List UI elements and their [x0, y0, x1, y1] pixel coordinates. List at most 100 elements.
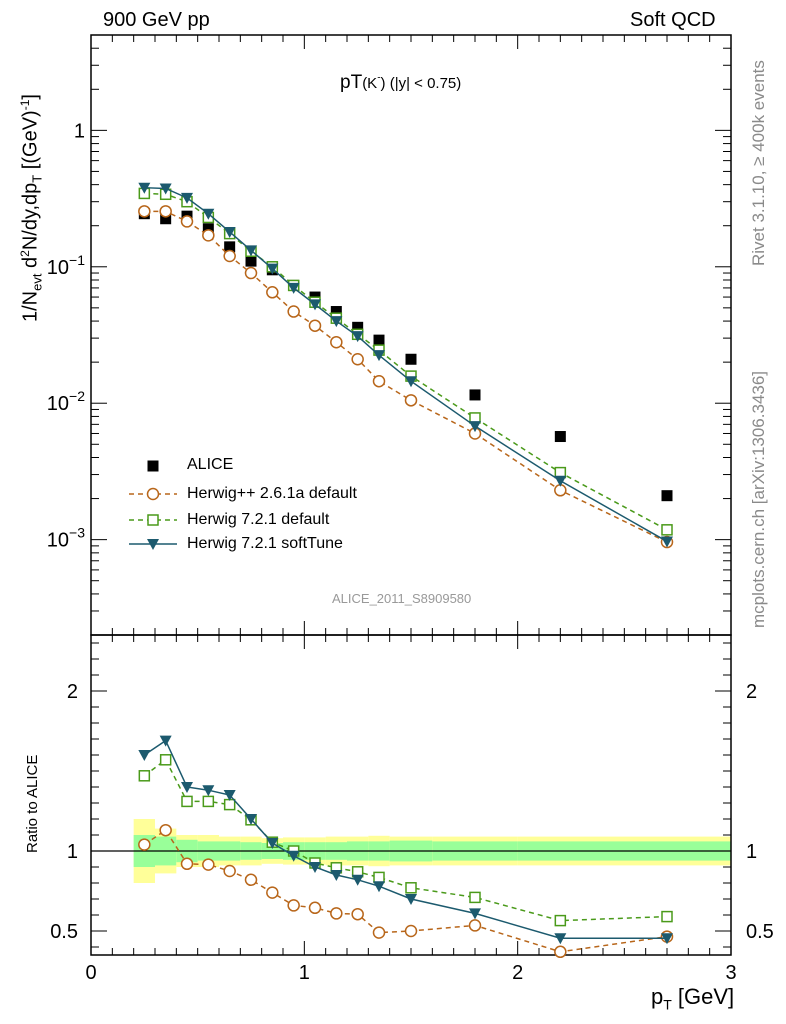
main-point-alice: [330, 306, 342, 318]
main-y-tick-label: 1: [74, 120, 85, 142]
ratio-point-h721: [223, 798, 236, 811]
main-point-h26: [202, 229, 215, 242]
ratio-point-h721soft: [469, 908, 481, 920]
main-point-alice: [160, 213, 172, 225]
ratio-point-h721soft: [138, 750, 151, 761]
ratio-y-tick-label-right: 2: [746, 681, 757, 703]
main-point-alice: [469, 389, 481, 401]
ratio-y-tick-label-left: 2: [67, 681, 78, 703]
main-point-h721soft: [266, 263, 279, 275]
main-y-tick-label: 10−2: [47, 388, 85, 415]
legend-h721-marker: [147, 514, 159, 526]
ratio-point-h26: [223, 864, 236, 878]
main-point-h721soft: [223, 226, 236, 238]
ratio-point-h721: [159, 754, 172, 766]
plot-title: pT(K-) (|y| < 0.75): [340, 72, 461, 94]
main-point-alice: [405, 353, 417, 365]
legend-h26-marker: [146, 487, 160, 501]
x-tick-label: 0: [85, 962, 96, 984]
main-point-h26: [159, 205, 172, 218]
main-point-h721soft: [159, 183, 172, 195]
ratio-point-h721soft: [266, 838, 279, 849]
x-axis-label-unit: [GeV]: [671, 984, 735, 1009]
main-point-h26: [330, 335, 343, 349]
mcplots-label: mcplots.cern.ch [arXiv:1306.3436]: [749, 370, 768, 628]
main-point-alice: [661, 490, 673, 502]
x-tick-label: 2: [512, 962, 523, 984]
main-point-h721soft: [554, 475, 567, 487]
main-point-h26: [287, 305, 300, 318]
ratio-point-h26: [266, 886, 279, 899]
ratio-point-h721soft: [309, 862, 321, 873]
legend-h721soft-marker: [147, 539, 159, 550]
ratio-point-h721: [469, 891, 481, 904]
main-line-h721: [144, 192, 668, 531]
ratio-point-h26: [138, 838, 151, 851]
main-point-h721soft: [469, 421, 481, 433]
legend-herwig721-label: Herwig 7.2.1 default: [187, 511, 330, 528]
main-y-tick-label: 10−3: [47, 525, 85, 552]
ratio-plot-frame: [90, 634, 732, 956]
rivet-label: Rivet 3.1.10, ≥ 400k events: [749, 60, 768, 266]
main-point-h26: [180, 215, 194, 228]
header-left: 900 GeV pp: [103, 9, 210, 31]
ratio-point-h721soft: [202, 785, 215, 797]
ratio-y-axis-label: Ratio to ALICE: [24, 754, 41, 853]
ratio-point-h721soft: [373, 881, 385, 893]
main-point-h721soft: [309, 299, 321, 311]
ratio-point-h721: [181, 795, 193, 808]
ratio-point-h26: [554, 945, 567, 959]
main-point-h721soft: [245, 245, 257, 257]
ratio-line-h26: [143, 829, 668, 953]
ratio-point-h26: [159, 823, 172, 837]
x-tick-label: 1: [299, 962, 310, 984]
plot-title-tail: ) (|y| < 0.75): [380, 75, 462, 92]
legend-alice-marker: [147, 460, 159, 472]
main-point-h26: [308, 319, 322, 332]
x-axis-label-main: p: [651, 984, 664, 1009]
ratio-point-h26: [308, 901, 322, 915]
ratio-point-h26: [287, 899, 300, 912]
main-point-h26: [404, 394, 418, 407]
main-point-h26: [223, 249, 236, 263]
watermark: ALICE_2011_S8909580: [332, 591, 472, 606]
ratio-point-h721: [373, 871, 385, 884]
ratio-point-h26: [180, 857, 194, 871]
ratio-point-h721soft: [330, 870, 343, 881]
ratio-point-h26: [202, 858, 215, 871]
main-point-alice: [373, 334, 385, 346]
legend-alice-label: ALICE: [187, 456, 234, 473]
ratio-y-tick-label-left: 0.5: [50, 921, 78, 943]
main-point-h721soft: [351, 331, 364, 343]
ratio-point-h26: [330, 907, 343, 920]
ratio-point-h721soft: [351, 874, 364, 886]
ratio-point-h721soft: [245, 814, 257, 825]
ratio-point-h721soft: [661, 933, 673, 945]
ratio-point-h26: [404, 924, 418, 938]
ratio-y-tick-label-right: 0.5: [746, 921, 774, 943]
plot-title-sup: -: [377, 72, 381, 84]
main-y-tick-label: 10−1: [47, 252, 85, 279]
x-axis-label: pT [GeV]: [651, 984, 734, 1012]
main-point-h721soft: [373, 350, 385, 362]
ratio-y-tick-label-left: 1: [67, 841, 78, 863]
ratio-point-h721soft: [223, 790, 236, 801]
main-point-h721soft: [202, 208, 215, 220]
main-point-h721: [661, 524, 673, 536]
ratio-line-h721soft: [143, 739, 667, 939]
main-point-alice: [352, 321, 364, 333]
main-point-h721soft: [330, 316, 343, 328]
ratio-point-h721: [554, 914, 567, 927]
ratio-point-h721: [661, 910, 673, 923]
main-point-h26: [351, 353, 364, 366]
main-point-alice: [245, 255, 257, 267]
main-point-h721soft: [138, 182, 151, 194]
ratio-y-tick-label-right: 1: [746, 841, 757, 863]
ratio-point-h26: [244, 873, 258, 887]
ratio-point-h721: [405, 882, 417, 894]
ratio-point-h26: [351, 907, 364, 921]
header-right: Soft QCD: [630, 9, 716, 31]
main-point-h721soft: [181, 192, 193, 204]
ratio-point-h721: [138, 770, 151, 782]
